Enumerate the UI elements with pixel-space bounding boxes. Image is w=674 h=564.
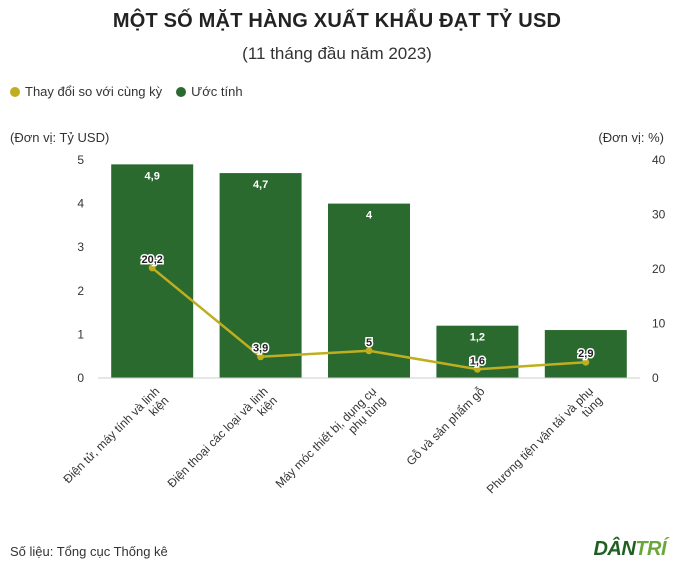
bar-value-label: 4,9 xyxy=(145,170,160,182)
x-category-label-line: Điện thoại các loại và linh xyxy=(165,384,271,490)
x-category-label-line: Phương tiện vận tải và phụ xyxy=(484,384,596,496)
y-right-tick-label: 20 xyxy=(652,262,666,276)
line-point xyxy=(582,358,590,366)
y-right-tick-label: 0 xyxy=(652,371,659,385)
legend-item-bar: Ước tính xyxy=(176,84,243,99)
line-value-label: 2,9 xyxy=(578,348,593,360)
right-axis-unit: (Đơn vị: %) xyxy=(598,130,664,145)
logo-part-1: DÂN xyxy=(593,538,636,560)
y-left-tick-label: 1 xyxy=(77,327,84,341)
line-point xyxy=(148,264,156,272)
dantri-logo: DÂNTRÍ xyxy=(593,538,666,561)
line-value-label: 20,2 xyxy=(141,254,162,266)
x-category-label: Phương tiện vận tải và phụtùng xyxy=(484,384,605,505)
legend-line-label: Thay đổi so với cùng kỳ xyxy=(25,84,163,99)
x-category-label: Điện thoại các loại và linhkiện xyxy=(165,384,280,499)
x-category-label: Máy móc thiết bị, dụng cụphụ tùng xyxy=(273,384,389,500)
y-right-tick-label: 40 xyxy=(652,153,666,167)
chart-subtitle: (11 tháng đầu năm 2023) xyxy=(242,44,432,63)
x-category-label-line: Điện tử, máy tính và linh xyxy=(60,384,162,486)
line-value-label: 3,9 xyxy=(253,343,268,355)
x-category-label: Gỗ và sản phẩm gỗ xyxy=(403,383,488,468)
legend-line-swatch xyxy=(10,86,20,97)
line-point xyxy=(365,347,373,355)
line-point xyxy=(473,365,481,373)
bar xyxy=(219,173,302,378)
chart-title: MỘT SỐ MẶT HÀNG XUẤT KHẨU ĐẠT TỶ USD xyxy=(112,10,562,32)
y-left-tick-label: 4 xyxy=(77,197,84,211)
legend-bar-label: Ước tính xyxy=(191,84,243,99)
line-value-label: 1,6 xyxy=(470,355,485,367)
y-left-tick-label: 5 xyxy=(77,153,84,167)
y-right-tick-label: 30 xyxy=(652,208,666,222)
y-left-tick-label: 3 xyxy=(77,240,84,254)
bar xyxy=(544,330,627,378)
x-category-label: Điện tử, máy tính và linhkiện xyxy=(60,384,171,495)
line-point xyxy=(257,353,265,361)
legend-bar-swatch xyxy=(176,86,187,97)
y-left-tick-label: 0 xyxy=(77,371,84,385)
left-axis-unit: (Đơn vị: Tỷ USD) xyxy=(10,130,110,145)
line-value-label: 5 xyxy=(366,337,372,349)
bar-value-label: 4 xyxy=(366,210,373,222)
legend: Thay đổi so với cùng kỳ Ước tính xyxy=(10,84,257,99)
bar-value-label: 4,7 xyxy=(253,179,268,191)
logo-part-2: TRÍ xyxy=(635,538,666,560)
x-category-label-line: Máy móc thiết bị, dụng cụ xyxy=(273,384,380,491)
source-note: Số liệu: Tổng cục Thống kê xyxy=(10,544,168,559)
x-category-label-line: Gỗ và sản phẩm gỗ xyxy=(403,383,488,468)
bar-value-label: 1,2 xyxy=(470,332,485,344)
legend-item-line: Thay đổi so với cùng kỳ xyxy=(10,84,162,99)
y-left-tick-label: 2 xyxy=(77,284,84,298)
y-right-tick-label: 10 xyxy=(652,317,666,331)
